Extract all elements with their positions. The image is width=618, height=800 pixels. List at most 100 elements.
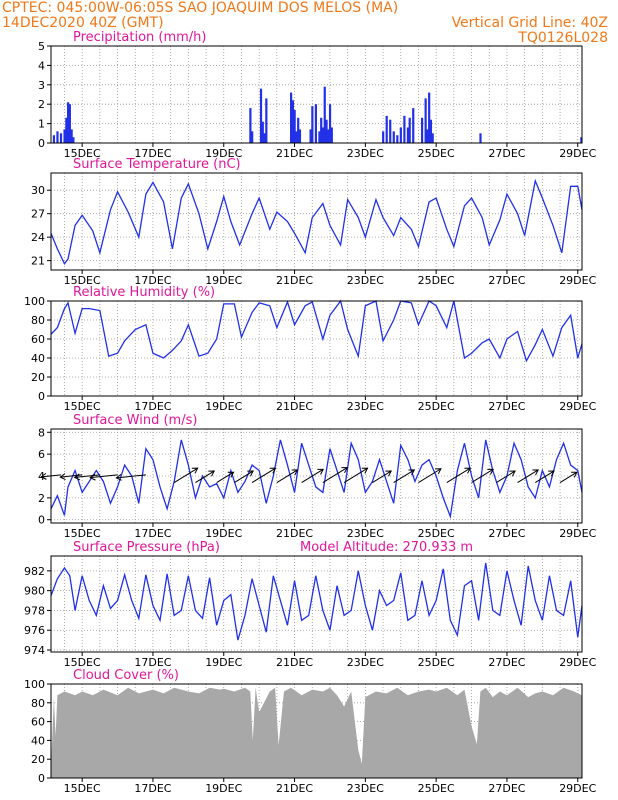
panel-6-ytick-label: 100 xyxy=(24,678,45,691)
panel-1-bar xyxy=(291,100,294,143)
panel-3-ytick-label: 20 xyxy=(31,371,45,384)
panel-6-ytick-label: 20 xyxy=(31,753,45,766)
panel-1-bar xyxy=(263,133,266,143)
panel-3-ytick-label: 100 xyxy=(24,295,45,308)
panel-1-bar xyxy=(293,110,296,143)
panel-1-bar xyxy=(56,131,59,143)
panel-4-wind-arrow xyxy=(471,468,494,483)
panel-5-frame xyxy=(50,555,583,653)
panel-4-xtick-label: 25DEC xyxy=(418,527,455,540)
panel-1-xtick-label: 23DEC xyxy=(347,147,384,160)
panel-4-wind-arrowhead xyxy=(487,468,494,475)
panel-1-bar xyxy=(261,121,264,143)
panel-1-bar xyxy=(66,102,70,143)
panel-5-xtick-label: 19DEC xyxy=(205,656,242,669)
panel-1-xtick-label: 15DEC xyxy=(64,147,101,160)
panel-4-xtick-label: 21DEC xyxy=(276,527,313,540)
panel-6-ytick-label: 40 xyxy=(31,734,45,747)
panel-1-bar xyxy=(259,88,263,143)
panel-1-bar xyxy=(580,137,583,143)
panel-4-wind-arrowhead xyxy=(191,467,199,474)
panel-1-bar xyxy=(325,119,328,143)
panel-1-xtick-label: 29DEC xyxy=(559,147,596,160)
panel-1-frame xyxy=(50,45,583,144)
panel-1-ytick-label: 0 xyxy=(38,137,45,150)
panel-6-xtick-label: 23DEC xyxy=(347,782,384,795)
panel-1-bar xyxy=(70,129,73,143)
panel-1-bar xyxy=(321,127,325,143)
panel-4-wind-arrow xyxy=(393,469,415,483)
panel-1-bar xyxy=(382,131,385,143)
panel-4-wind-arrow xyxy=(496,470,516,483)
panel-5-xtick-label: 25DEC xyxy=(418,656,455,669)
panel-4-wind-arrow xyxy=(234,470,254,483)
panel-1-bar xyxy=(298,129,302,143)
panel-1-bar xyxy=(251,131,254,143)
panel-4-wind-arrowhead xyxy=(385,470,393,477)
panel-1-bar xyxy=(318,131,321,143)
panel-1-bar xyxy=(295,131,298,143)
panel-4-wind-arrow xyxy=(173,467,198,483)
panel-6-frame xyxy=(50,683,583,779)
panel-3-xtick-label: 21DEC xyxy=(276,400,313,413)
panel-1-bar xyxy=(330,127,333,143)
panel-2-ytick-label: 30 xyxy=(31,184,45,197)
panel-6-ytick-label: 60 xyxy=(31,716,45,729)
panel-4-ytick-label: 2 xyxy=(38,492,45,505)
panel-4-wind-arrowhead xyxy=(571,471,578,478)
panel-1-bar xyxy=(420,117,424,143)
panel-1-bar xyxy=(59,133,63,143)
panel-2-xtick-label: 23DEC xyxy=(347,274,384,287)
panel-2-xtick-label: 15DEC xyxy=(64,274,101,287)
panel-2-xtick-label: 19DEC xyxy=(205,274,242,287)
panel-4-wind-arrowhead xyxy=(532,469,540,476)
panel-4-wind-arrowhead xyxy=(317,468,325,475)
panel-3-ytick-label: 0 xyxy=(38,390,45,403)
panel-4-wind-arrow xyxy=(251,467,276,483)
panel-1-bar xyxy=(72,137,75,143)
panel-1-xtick-label: 21DEC xyxy=(276,147,313,160)
header-grid-line: Vertical Grid Line: 40Z xyxy=(451,15,608,31)
panel-4-wind-arrowhead xyxy=(247,470,254,477)
panel-3-xtick-label: 27DEC xyxy=(488,400,525,413)
panel-6-xtick-label: 21DEC xyxy=(276,782,313,795)
panel-5-series-line xyxy=(50,562,583,641)
panel-3-ytick-label: 80 xyxy=(31,314,45,327)
panel-6-xtick-label: 25DEC xyxy=(418,782,455,795)
panel-1-bar xyxy=(408,117,411,143)
panel-1-bar xyxy=(265,98,268,143)
panel-4-wind-arrow xyxy=(74,474,100,478)
panel-4-wind-arrowhead xyxy=(59,473,66,481)
panel-1-xtick-label: 27DEC xyxy=(488,147,525,160)
panel-1-bar xyxy=(249,108,252,143)
panel-3-xtick-label: 17DEC xyxy=(134,400,171,413)
panel-3-xtick-label: 29DEC xyxy=(559,400,596,413)
panel-3-xtick-label: 15DEC xyxy=(64,400,101,413)
panel-4-wind-arrow xyxy=(301,468,324,483)
panel-1-title: Precipitation (mm/h) xyxy=(73,30,206,45)
panel-1-bar xyxy=(63,129,66,143)
panel-5-title: Surface Pressure (hPa) xyxy=(73,540,220,555)
panel-1-bar xyxy=(412,108,415,143)
panel-6-xtick-label: 15DEC xyxy=(64,782,101,795)
panel-1-bar xyxy=(424,98,427,143)
panel-4-wind-arrow xyxy=(418,468,442,483)
panel-4-wind-arrowhead xyxy=(435,468,442,475)
panel-4-wind-arrowhead xyxy=(341,467,349,474)
panel-1-bar xyxy=(328,104,332,143)
panel-1-bar xyxy=(290,92,293,143)
panel-3-ytick-label: 60 xyxy=(31,333,45,346)
panel-1-bar xyxy=(320,117,323,143)
panel-3-xtick-label: 23DEC xyxy=(347,400,384,413)
panel-1-bar xyxy=(429,119,433,143)
panel-4-wind-arrow xyxy=(90,474,118,479)
panel-1-bar xyxy=(323,86,326,143)
panel-6-xtick-label: 27DEC xyxy=(488,782,525,795)
panel-4-wind-arrowhead xyxy=(548,470,555,477)
header-date: 14DEC2020 40Z (GMT) xyxy=(2,15,164,31)
panel-1-xtick-label: 19DEC xyxy=(205,147,242,160)
panel-4-ytick-label: 8 xyxy=(38,426,45,439)
panel-1-bar xyxy=(396,135,399,143)
panel-6-xtick-label: 19DEC xyxy=(205,782,242,795)
